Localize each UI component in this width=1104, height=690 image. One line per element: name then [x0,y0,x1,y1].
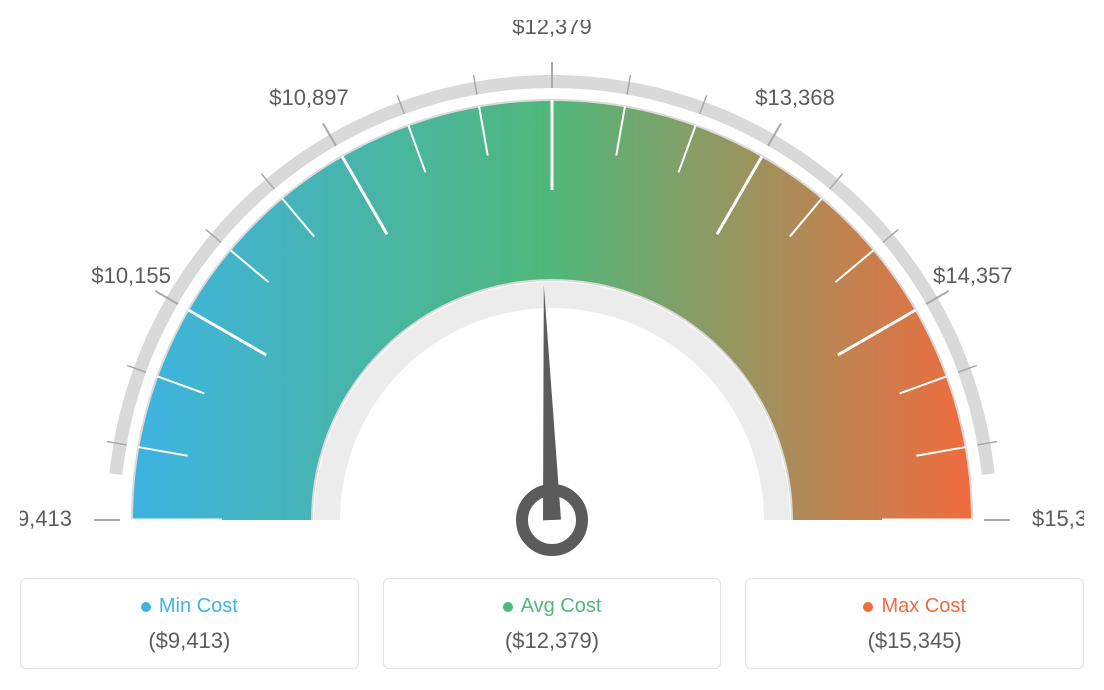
gauge-tick-label: $10,897 [269,85,349,110]
max-cost-label: Max Cost [881,595,965,618]
gauge-tick-label: $15,345 [1032,506,1084,531]
gauge-tick-label: $9,413 [20,506,72,531]
avg-cost-title: Avg Cost [503,595,602,618]
max-cost-value: ($15,345) [758,628,1071,654]
gauge-tick-label: $10,155 [91,263,171,288]
summary-cards: Min Cost ($9,413) Avg Cost ($12,379) Max… [20,578,1084,669]
gauge-tick-label: $14,357 [933,263,1013,288]
avg-cost-label: Avg Cost [521,595,602,618]
cost-gauge: $9,413 $10,155 $10,897 $12,379 $13,368 $14,35… [20,20,1084,560]
max-cost-title: Max Cost [863,595,965,618]
avg-cost-card: Avg Cost ($12,379) [383,578,722,669]
gauge-tick-label: $12,379 [512,20,592,39]
min-cost-label: Min Cost [159,595,238,618]
min-cost-value: ($9,413) [33,628,346,654]
dot-icon [141,602,151,612]
gauge-tick-label: $13,368 [755,85,835,110]
avg-cost-value: ($12,379) [396,628,709,654]
max-cost-card: Max Cost ($15,345) [745,578,1084,669]
dot-icon [503,602,513,612]
gauge-svg: $9,413 $10,155 $10,897 $12,379 $13,368 $14,35… [20,20,1084,560]
min-cost-title: Min Cost [141,595,238,618]
min-cost-card: Min Cost ($9,413) [20,578,359,669]
dot-icon [863,602,873,612]
